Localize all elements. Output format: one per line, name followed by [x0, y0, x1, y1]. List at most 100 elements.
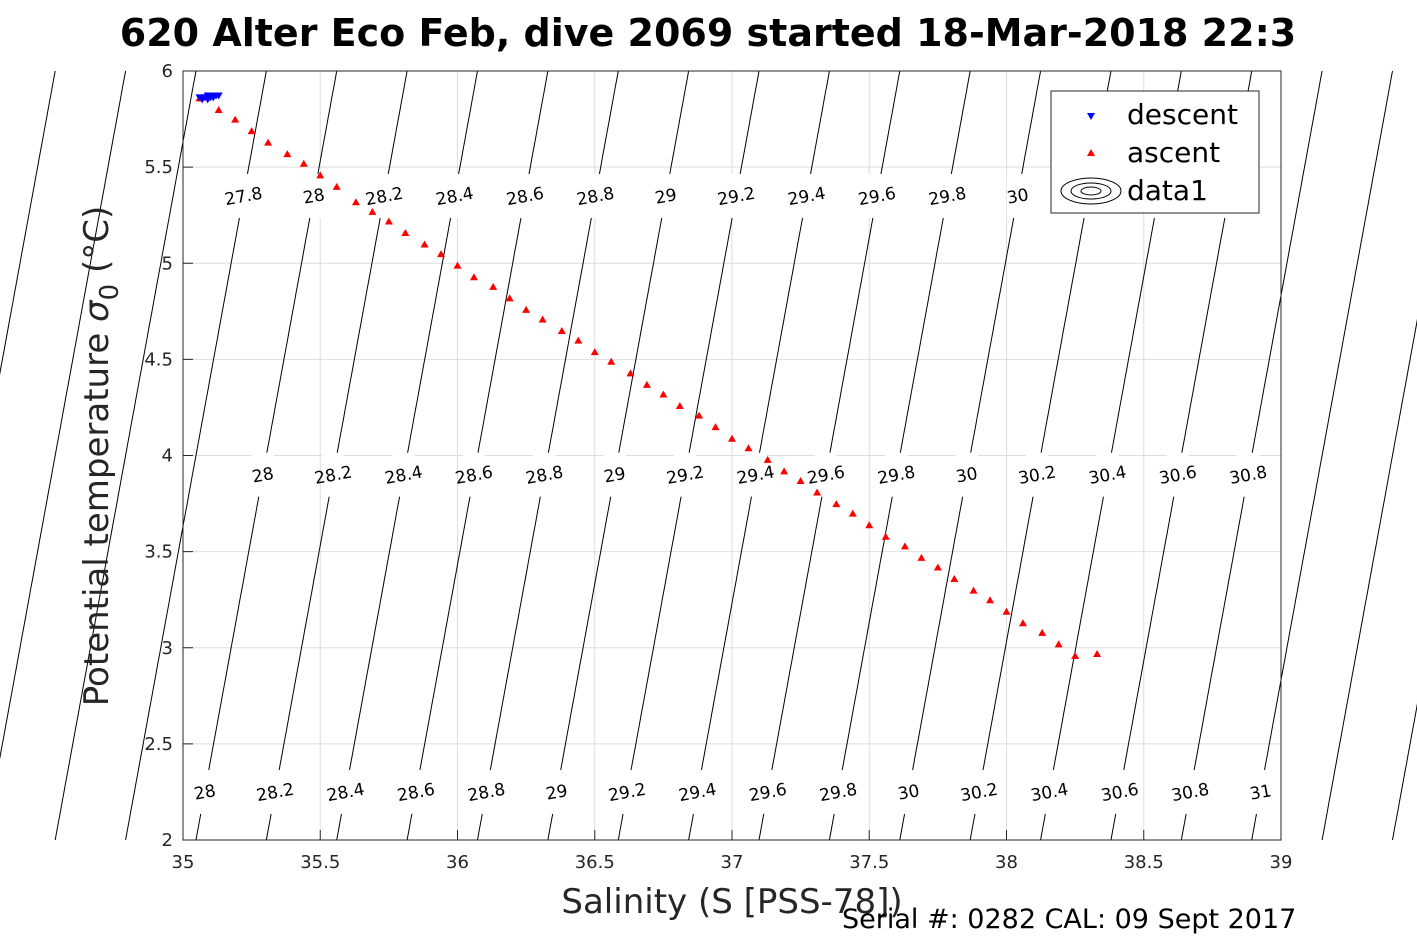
ascent-point — [1071, 651, 1080, 659]
contour-label-bg — [814, 452, 837, 497]
x-tick-label: 39 — [1270, 852, 1293, 873]
x-tick-label: 35 — [172, 852, 195, 873]
isopycnal-line — [1251, 70, 1393, 841]
contour-label-bg — [955, 452, 978, 497]
contour-label-bg — [232, 173, 255, 218]
contour-label-bg — [1006, 173, 1029, 218]
ascent-point — [538, 315, 547, 323]
ascent-point — [607, 357, 616, 365]
ascent-point — [505, 294, 514, 302]
y-tick-label: 6 — [162, 61, 173, 82]
contour-label-bg — [193, 769, 216, 814]
ascent-point — [1002, 607, 1011, 615]
contour-label-bg — [795, 173, 818, 218]
y-tick-label: 5.5 — [144, 157, 173, 178]
ascent-point — [626, 369, 635, 377]
y-tick-label: 2 — [162, 830, 173, 851]
ascent-point — [231, 115, 240, 123]
contour-label-bg — [674, 452, 697, 497]
ascent-point — [332, 182, 341, 190]
isopycnal-line — [54, 70, 197, 841]
contour-label-bg — [897, 769, 920, 814]
ascent-point — [848, 509, 857, 517]
y-tick-labels: 2 2.5 3 3.5 4 4.5 5 5.5 6 — [144, 61, 173, 851]
ascent-point — [796, 476, 805, 484]
y-tick-label: 3 — [162, 638, 173, 659]
contour-label-bg — [1179, 769, 1202, 814]
descent-point — [203, 96, 212, 104]
x-axis-label: Salinity (S [PSS-78]) — [561, 882, 902, 922]
contour-label-bg — [584, 173, 607, 218]
ascent-point — [469, 273, 478, 281]
contour-label-bg — [936, 173, 959, 218]
ascent-point — [986, 596, 995, 604]
contour-label-bg — [967, 769, 990, 814]
ascent-series — [195, 94, 1102, 659]
ascent-point — [865, 521, 874, 529]
contour-label-bg — [302, 173, 325, 218]
legend-ascent-marker — [1087, 149, 1095, 156]
ascent-point — [763, 455, 772, 463]
ascent-point — [574, 336, 583, 344]
descent-series — [195, 92, 223, 104]
ascent-point — [590, 348, 599, 356]
contour-label: 28 — [251, 464, 276, 488]
legend-box — [1050, 90, 1260, 214]
x-tick-label: 35.5 — [300, 852, 340, 873]
ascent-point — [780, 467, 789, 475]
contour-label-bg — [475, 769, 498, 814]
isopycnal-line — [1321, 318, 1417, 841]
ascent-point — [933, 563, 942, 571]
isopycnal-line — [1392, 703, 1417, 841]
axes — [182, 70, 1282, 841]
contour-label: 29 — [602, 464, 627, 488]
ascent-point — [283, 150, 292, 158]
ascent-point — [642, 380, 651, 388]
contour-label-bg — [462, 452, 485, 497]
legend-descent-label: descent — [1127, 98, 1238, 131]
descent-point — [214, 92, 223, 100]
ascent-point — [728, 434, 736, 442]
y-axis-label: Potential temperature σ0 (°C) — [77, 206, 125, 706]
ascent-point — [401, 228, 410, 236]
descent-point — [198, 96, 207, 104]
contour-label: 28 — [302, 185, 327, 209]
ascent-point — [420, 240, 429, 248]
contour-label: 29 — [653, 185, 678, 209]
ascent-point — [489, 282, 498, 290]
contour-label-bg — [1166, 452, 1189, 497]
ascent-point — [368, 207, 377, 215]
chart-title: 620 Alter Eco Feb, dive 2069 started 18-… — [120, 11, 1296, 55]
contour-label-bg — [264, 769, 287, 814]
contour-label: 31 — [1248, 781, 1273, 805]
isopycnal-line — [0, 70, 56, 376]
contour-label: 28 — [192, 781, 217, 805]
ascent-point — [453, 261, 462, 269]
contour-label-bg — [744, 452, 767, 497]
legend-ascent-label: ascent — [1127, 136, 1220, 169]
contour-label-bg — [1096, 452, 1119, 497]
legend-data1-label: data1 — [1127, 174, 1208, 207]
contour-label-bg — [1108, 769, 1131, 814]
contour-label-bg — [603, 452, 626, 497]
y-tick-label: 5 — [162, 253, 173, 274]
contour-label: 30 — [896, 781, 921, 805]
ascent-point — [900, 542, 909, 550]
legend-descent-marker — [1087, 113, 1095, 120]
legend: descent ascent data1 — [1050, 90, 1260, 214]
y-tick-label: 3.5 — [144, 542, 173, 563]
ascent-point — [711, 423, 720, 431]
ascent-point — [659, 390, 668, 398]
x-tick-label: 38 — [995, 852, 1018, 873]
ascent-point — [813, 488, 822, 496]
ascent-point — [1093, 650, 1102, 658]
ascent-point — [1054, 640, 1063, 648]
contour-label: 30 — [1005, 185, 1030, 209]
contour-label-bg — [1237, 452, 1260, 497]
ascent-point — [744, 444, 753, 452]
ascent-point — [522, 305, 531, 313]
ascent-point — [695, 411, 704, 419]
ascent-point — [881, 532, 890, 540]
ascent-point — [264, 138, 273, 146]
